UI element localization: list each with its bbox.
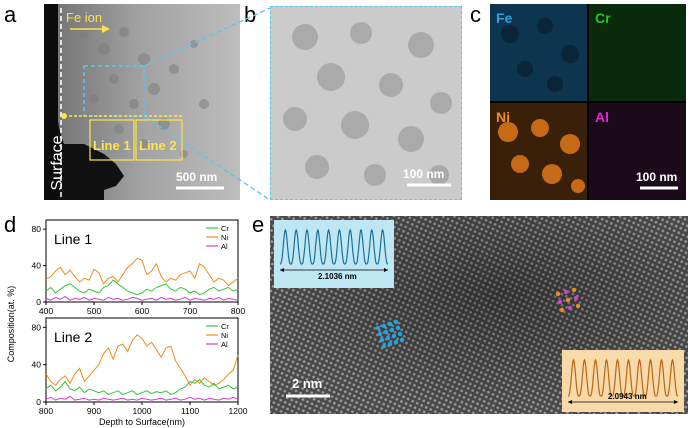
- line2-label: Line 2: [139, 138, 177, 153]
- map-label-ni: Ni: [496, 109, 510, 125]
- panel-label-c: c: [470, 2, 481, 27]
- x-tick-label: 800: [231, 306, 245, 316]
- y-tick-label: 80: [32, 322, 42, 332]
- chart-title: Line 1: [54, 231, 92, 247]
- panel-c-eds-maps: Fe Cr Ni Al 100 nm: [490, 4, 686, 200]
- profile-bottom-label: 2.0943 nm: [608, 392, 647, 401]
- panel-label-a: a: [4, 2, 17, 27]
- y-tick-label: 40: [32, 261, 42, 271]
- y-tick-label: 40: [32, 360, 42, 370]
- series-al: [45, 395, 239, 401]
- legend-label: Cr: [221, 322, 229, 331]
- panel-a-tem-image: Fe ion Line 1 Line 2 Surface 500 nm: [44, 4, 240, 200]
- panel-label-e: e: [252, 212, 265, 237]
- panel-a-scale-label: 500 nm: [176, 170, 218, 184]
- series-ni: [45, 257, 239, 287]
- panel-e-scale-label: 2 nm: [292, 376, 323, 391]
- x-tick-label: 1000: [133, 406, 152, 416]
- x-tick-label: 400: [39, 306, 53, 316]
- panel-c-scale-label: 100 nm: [636, 170, 678, 184]
- panel-b-graphic: [271, 7, 461, 199]
- map-label-fe: Fe: [496, 10, 513, 26]
- legend-label: Al: [221, 340, 228, 349]
- x-tick-label: 800: [39, 406, 53, 416]
- series-al: [45, 295, 239, 301]
- y-tick-label: 0: [36, 297, 41, 307]
- legend-label: Al: [221, 242, 228, 251]
- fe-ion-label: Fe ion: [66, 10, 103, 25]
- series-cr: [45, 279, 239, 296]
- panel-a-graphic: [44, 4, 240, 200]
- x-tick-label: 500: [87, 306, 101, 316]
- x-tick-label: 1200: [229, 406, 248, 416]
- x-tick-label: 700: [183, 306, 197, 316]
- panel-d-charts: Composition(at. %) Depth to Surface(nm) …: [6, 219, 248, 427]
- panel-e-hrtem-image: 2.1036 nm 2.0943 nm 2 nm: [270, 216, 688, 414]
- ylabel: Composition(at. %): [6, 286, 16, 363]
- y-tick-label: 80: [32, 224, 42, 234]
- x-tick-label: 900: [87, 406, 101, 416]
- map-label-cr: Cr: [595, 10, 611, 26]
- panel-c-graphic: [490, 4, 686, 200]
- orange-atom-cluster: [555, 287, 581, 313]
- line1-label: Line 1: [93, 138, 131, 153]
- x-tick-label: 600: [135, 306, 149, 316]
- map-label-al: Al: [595, 109, 609, 125]
- panel-e-graphic: [270, 216, 688, 414]
- x-tick-label: 1100: [181, 406, 200, 416]
- legend-label: Ni: [221, 331, 228, 340]
- xlabel: Depth to Surface(nm): [99, 417, 185, 427]
- legend-label: Ni: [221, 233, 228, 242]
- panel-b-tem-image: 100 nm: [270, 6, 462, 200]
- y-tick-label: 0: [36, 397, 41, 407]
- panel-label-b: b: [244, 2, 257, 27]
- chart-title: Line 2: [54, 329, 92, 345]
- legend-label: Cr: [221, 224, 229, 233]
- series-cr: [45, 378, 239, 396]
- series-ni: [45, 334, 239, 387]
- panel-b-scale-label: 100 nm: [403, 167, 445, 181]
- panel-label-d: d: [4, 212, 17, 237]
- cyan-atom-cluster: [375, 319, 405, 349]
- profile-top-label: 2.1036 nm: [318, 272, 357, 281]
